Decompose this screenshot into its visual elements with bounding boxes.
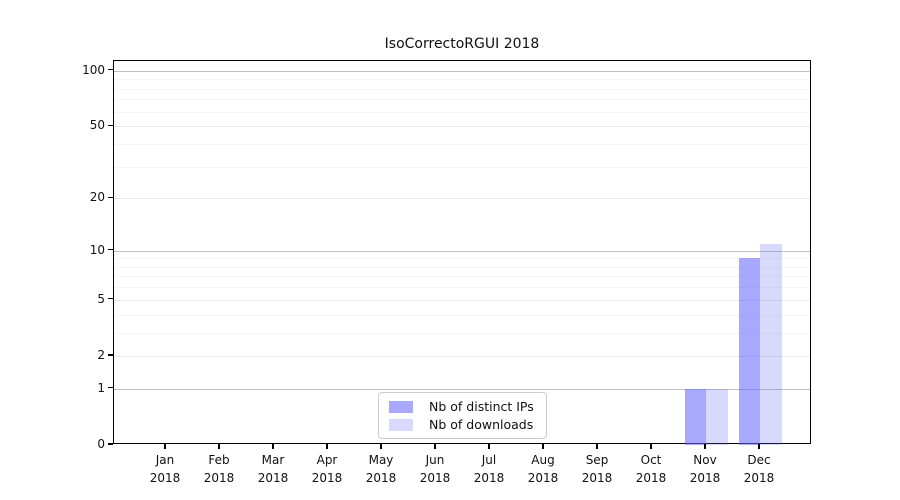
y-tick-mark (108, 298, 113, 300)
bar-nov-downloads (706, 388, 728, 445)
x-tick-mark (380, 444, 382, 449)
legend-item-downloads: Nb of downloads (389, 417, 534, 432)
y-tick-label: 1 (97, 380, 105, 395)
x-tick-label: Nov 2018 (689, 453, 721, 485)
x-tick-label: Feb 2018 (203, 453, 235, 485)
x-tick-mark (596, 444, 598, 449)
gridline-minor (114, 166, 810, 168)
legend-item-distinct-ips: Nb of distinct IPs (389, 399, 534, 414)
x-tick-mark (434, 444, 436, 449)
legend: Nb of distinct IPs Nb of downloads (378, 392, 547, 439)
y-tick-label: 20 (89, 190, 105, 205)
gridline (114, 70, 810, 72)
y-tick-label: 0 (97, 437, 105, 451)
y-tick-mark (108, 249, 113, 251)
y-tick-mark (108, 69, 113, 71)
bar-dec-distinct-ips (738, 258, 760, 445)
x-tick-label: Oct 2018 (635, 453, 667, 485)
y-tick-mark (108, 124, 113, 126)
y-tick-mark (108, 196, 113, 198)
x-tick-mark (164, 444, 166, 449)
gridline (114, 198, 810, 200)
gridline-minor (114, 332, 810, 334)
gridline-minor (114, 99, 810, 101)
x-tick-mark (218, 444, 220, 449)
gridline (114, 355, 810, 357)
gridline-minor (114, 79, 810, 81)
gridline-minor (114, 88, 810, 90)
legend-label-distinct-ips: Nb of distinct IPs (429, 399, 534, 414)
x-tick-mark (488, 444, 490, 449)
plot-area: Nb of distinct IPs Nb of downloads (113, 60, 811, 445)
legend-swatch-downloads (389, 418, 413, 431)
gridline (114, 250, 810, 252)
y-tick-label: 10 (89, 242, 105, 257)
gridline-minor (114, 276, 810, 278)
gridline-minor (114, 287, 810, 289)
gridline-minor (114, 258, 810, 260)
y-tick-label: 50 (89, 118, 105, 133)
gridline (114, 126, 810, 128)
x-tick-mark (758, 444, 760, 449)
x-tick-label: Aug 2018 (527, 453, 559, 485)
x-tick-mark (650, 444, 652, 449)
x-tick-label: Jun 2018 (419, 453, 451, 485)
y-tick-label: 2 (97, 347, 105, 362)
x-tick-label: May 2018 (365, 453, 397, 485)
x-tick-mark (704, 444, 706, 449)
bar-nov-distinct-ips (684, 388, 706, 445)
x-tick-label: Sep 2018 (581, 453, 613, 485)
bar-dec-downloads (760, 243, 782, 445)
x-tick-label: Dec 2018 (743, 453, 775, 485)
y-tick-mark (108, 387, 113, 389)
gridline-minor (114, 143, 810, 145)
x-tick-label: Apr 2018 (311, 453, 343, 485)
gridline-minor (114, 314, 810, 316)
gridline-minor (114, 266, 810, 268)
y-tick-label: 5 (97, 291, 105, 306)
x-tick-label: Mar 2018 (257, 453, 289, 485)
y-tick-mark (108, 354, 113, 356)
legend-swatch-distinct-ips (389, 400, 413, 413)
y-tick-mark (108, 443, 113, 445)
chart-title: IsoCorrectoRGUI 2018 (384, 36, 540, 52)
y-tick-label: 100 (82, 62, 105, 77)
gridline (114, 388, 810, 390)
legend-label-downloads: Nb of downloads (429, 417, 534, 432)
gridline-minor (114, 111, 810, 113)
x-tick-label: Jan 2018 (149, 453, 181, 485)
x-tick-label: Jul 2018 (473, 453, 505, 485)
x-tick-mark (542, 444, 544, 449)
gridline (114, 299, 810, 301)
x-tick-mark (326, 444, 328, 449)
x-tick-mark (272, 444, 274, 449)
